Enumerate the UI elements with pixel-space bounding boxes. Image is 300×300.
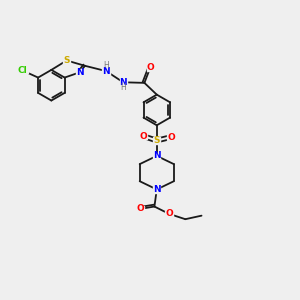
Text: N: N bbox=[76, 68, 84, 77]
Text: O: O bbox=[146, 63, 154, 72]
Bar bbox=[166, 211, 173, 217]
Bar bbox=[140, 133, 147, 140]
Text: N: N bbox=[153, 152, 160, 160]
Text: S: S bbox=[63, 56, 70, 65]
Text: O: O bbox=[167, 133, 175, 142]
Text: N: N bbox=[102, 67, 110, 76]
Bar bbox=[167, 134, 175, 140]
Text: H: H bbox=[103, 61, 109, 70]
Text: O: O bbox=[140, 132, 147, 141]
Bar bbox=[63, 57, 70, 64]
Bar bbox=[147, 64, 154, 71]
Bar bbox=[153, 153, 160, 159]
Bar bbox=[76, 69, 84, 76]
Text: S: S bbox=[154, 136, 160, 145]
Text: H: H bbox=[120, 83, 126, 92]
Bar bbox=[102, 66, 110, 76]
Text: O: O bbox=[136, 204, 144, 213]
Text: Cl: Cl bbox=[17, 66, 27, 75]
Text: N: N bbox=[119, 78, 127, 87]
Bar bbox=[119, 77, 127, 87]
Text: O: O bbox=[165, 209, 173, 218]
Text: N: N bbox=[153, 185, 160, 194]
Bar bbox=[136, 206, 144, 212]
Bar bbox=[153, 186, 160, 193]
Bar bbox=[153, 137, 160, 144]
Bar bbox=[16, 67, 28, 74]
